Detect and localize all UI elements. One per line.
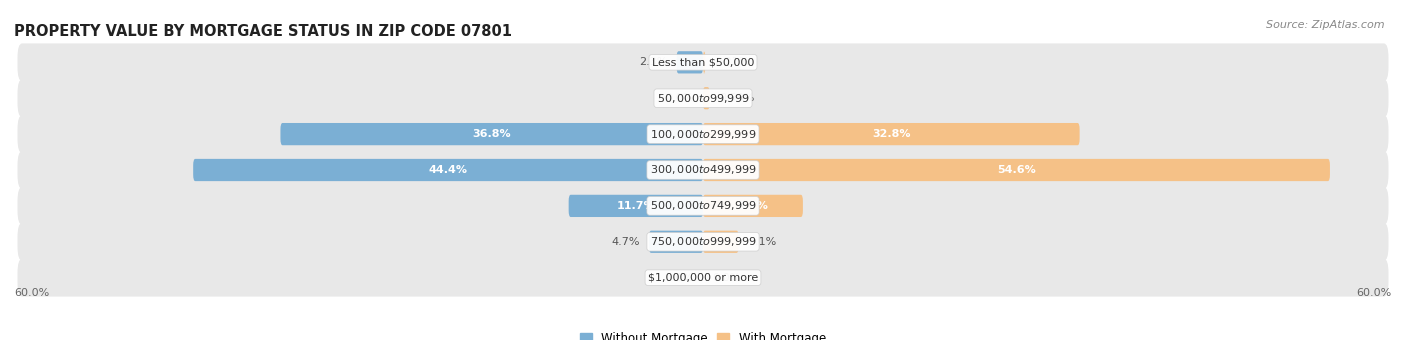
FancyBboxPatch shape: [703, 195, 803, 217]
FancyBboxPatch shape: [650, 231, 703, 253]
FancyBboxPatch shape: [703, 123, 1080, 145]
Text: 0.0%: 0.0%: [665, 273, 693, 283]
Text: 60.0%: 60.0%: [14, 288, 49, 299]
Text: $750,000 to $999,999: $750,000 to $999,999: [650, 235, 756, 248]
Text: 11.7%: 11.7%: [616, 201, 655, 211]
Text: 0.0%: 0.0%: [713, 273, 741, 283]
Text: 4.7%: 4.7%: [612, 237, 640, 247]
FancyBboxPatch shape: [17, 44, 1389, 81]
FancyBboxPatch shape: [17, 259, 1389, 296]
Text: 3.1%: 3.1%: [748, 237, 776, 247]
FancyBboxPatch shape: [703, 231, 738, 253]
FancyBboxPatch shape: [17, 151, 1389, 189]
FancyBboxPatch shape: [703, 159, 1330, 181]
Text: Less than $50,000: Less than $50,000: [652, 57, 754, 67]
Text: $500,000 to $749,999: $500,000 to $749,999: [650, 199, 756, 212]
FancyBboxPatch shape: [193, 159, 703, 181]
Text: 8.7%: 8.7%: [738, 201, 769, 211]
Text: 0.0%: 0.0%: [665, 93, 693, 103]
Text: 0.58%: 0.58%: [718, 93, 754, 103]
Text: 60.0%: 60.0%: [1357, 288, 1392, 299]
Text: 2.3%: 2.3%: [640, 57, 668, 67]
FancyBboxPatch shape: [280, 123, 703, 145]
Text: 0.21%: 0.21%: [714, 57, 749, 67]
FancyBboxPatch shape: [17, 115, 1389, 153]
Text: $100,000 to $299,999: $100,000 to $299,999: [650, 128, 756, 141]
Text: PROPERTY VALUE BY MORTGAGE STATUS IN ZIP CODE 07801: PROPERTY VALUE BY MORTGAGE STATUS IN ZIP…: [14, 24, 512, 39]
Legend: Without Mortgage, With Mortgage: Without Mortgage, With Mortgage: [575, 328, 831, 340]
FancyBboxPatch shape: [703, 51, 706, 73]
FancyBboxPatch shape: [17, 187, 1389, 225]
Text: 44.4%: 44.4%: [429, 165, 468, 175]
Text: Source: ZipAtlas.com: Source: ZipAtlas.com: [1267, 20, 1385, 30]
Text: $50,000 to $99,999: $50,000 to $99,999: [657, 92, 749, 105]
Text: $300,000 to $499,999: $300,000 to $499,999: [650, 164, 756, 176]
FancyBboxPatch shape: [676, 51, 703, 73]
Text: 36.8%: 36.8%: [472, 129, 510, 139]
Text: $1,000,000 or more: $1,000,000 or more: [648, 273, 758, 283]
Text: 32.8%: 32.8%: [872, 129, 911, 139]
FancyBboxPatch shape: [17, 79, 1389, 117]
FancyBboxPatch shape: [703, 87, 710, 109]
FancyBboxPatch shape: [568, 195, 703, 217]
Text: 54.6%: 54.6%: [997, 165, 1036, 175]
FancyBboxPatch shape: [17, 223, 1389, 261]
